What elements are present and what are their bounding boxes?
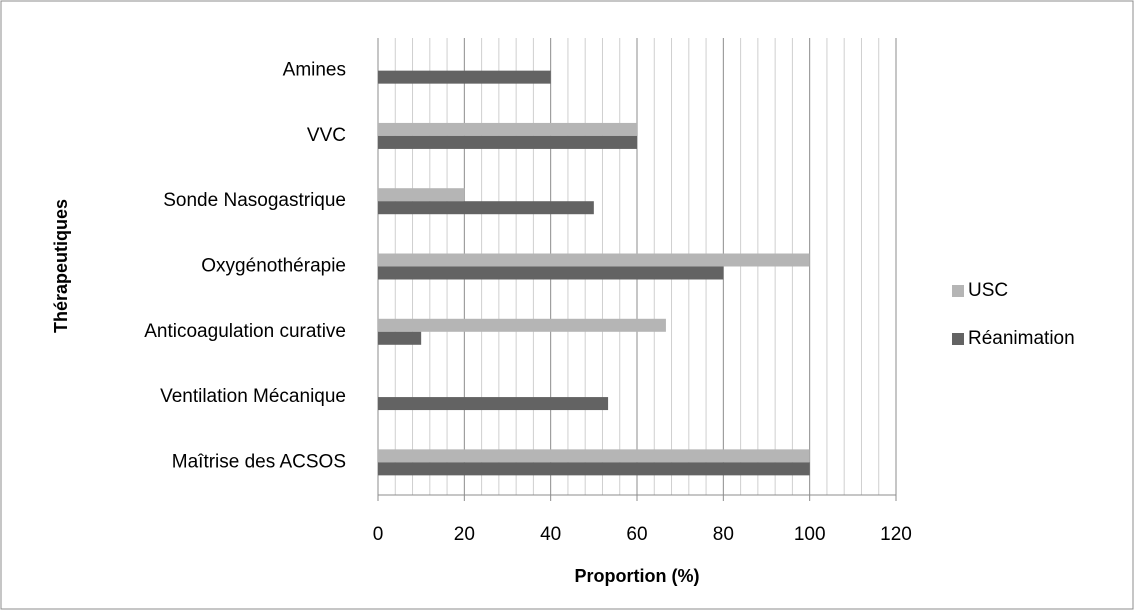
bar: [378, 70, 551, 84]
y-tick-label: VVC: [307, 125, 346, 146]
y-tick-label: Amines: [283, 60, 346, 81]
x-tick-label: 80: [713, 524, 734, 545]
x-tick-label: 60: [626, 524, 647, 545]
x-axis-title: Proportion (%): [575, 566, 700, 586]
x-tick-label: 0: [373, 524, 384, 545]
bar: [378, 462, 810, 476]
y-axis-title: Thérapeutiques: [51, 199, 71, 333]
bar: [378, 253, 810, 267]
y-tick-label: Oxygénothérapie: [201, 256, 346, 277]
bar: [378, 188, 465, 202]
y-tick-label: Sonde Nasogastrique: [163, 190, 346, 211]
y-tick-label: Ventilation Mécanique: [160, 386, 346, 407]
y-tick-label: Anticoagulation curative: [144, 321, 346, 342]
x-tick-label: 120: [880, 524, 912, 545]
legend-swatch: [952, 285, 964, 297]
legend-swatch: [952, 333, 964, 345]
bar: [378, 201, 594, 215]
bar: [378, 449, 810, 463]
legend-label: USC: [968, 280, 1008, 301]
bar: [378, 397, 609, 411]
x-tick-label: 100: [794, 524, 826, 545]
x-tick-label: 20: [454, 524, 475, 545]
bar: [378, 331, 422, 345]
y-tick-label: Maîtrise des ACSOS: [172, 451, 346, 472]
bar: [378, 122, 637, 136]
bar: [378, 318, 666, 332]
bar: [378, 135, 637, 149]
x-tick-label: 40: [540, 524, 561, 545]
legend-label: Réanimation: [968, 328, 1075, 349]
bar: [378, 266, 724, 280]
